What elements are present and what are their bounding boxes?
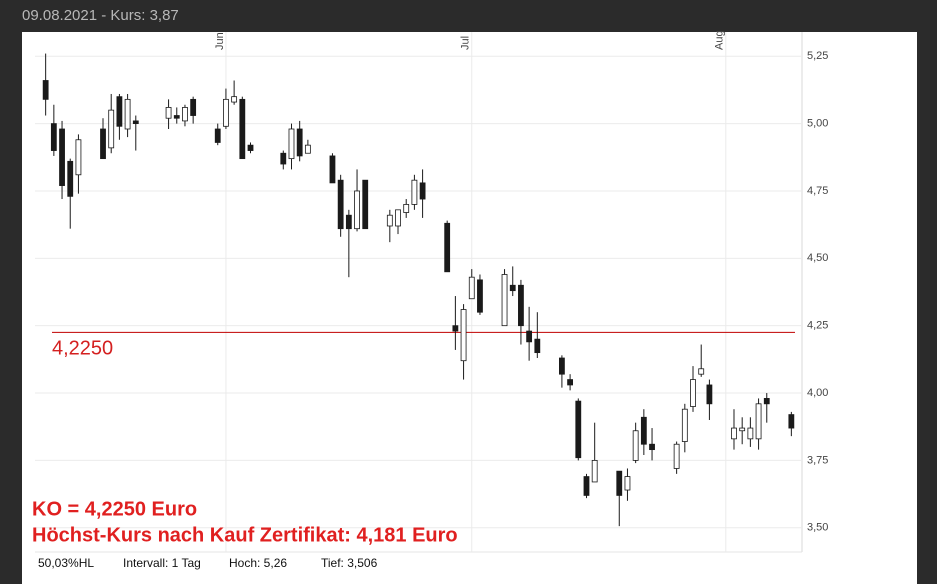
- candle-body: [100, 128, 106, 160]
- candle-body: [247, 144, 254, 151]
- candle-body: [747, 427, 754, 440]
- y-tick-label: 3,50: [807, 522, 828, 534]
- footer-stat: Tief: 3,506: [321, 556, 378, 570]
- candle-body: [755, 403, 762, 440]
- candle-body: [632, 430, 639, 461]
- footer-stat: Hoch: 5,26: [229, 556, 287, 570]
- footer-stat: Intervall: 1 Tag: [123, 556, 201, 570]
- y-tick-label: 4,25: [807, 320, 828, 332]
- candle-body: [731, 427, 737, 440]
- candle-body: [42, 80, 49, 100]
- candle-body: [460, 309, 467, 362]
- y-tick-label: 5,00: [807, 118, 828, 130]
- candle-body: [190, 98, 197, 116]
- x-tick-label: Aug: [714, 30, 726, 50]
- candle-body: [526, 330, 533, 343]
- reference-label: 4,2250: [52, 338, 113, 360]
- candle-body: [444, 222, 451, 273]
- candle-body: [345, 214, 352, 230]
- x-tick-label: Jul: [460, 36, 472, 50]
- candle-body: [108, 109, 115, 149]
- footer-stat: 50,03%HL: [38, 556, 94, 570]
- y-tick-label: 5,25: [807, 50, 828, 62]
- candle-body: [681, 408, 688, 442]
- candle-body: [354, 190, 360, 230]
- candle-body: [640, 416, 647, 445]
- candle-body: [132, 120, 139, 125]
- candle-body: [304, 144, 311, 154]
- candle-body: [124, 98, 131, 130]
- y-tick-label: 4,00: [807, 387, 828, 399]
- candle-body: [182, 107, 188, 122]
- candle-body: [468, 276, 475, 300]
- candle-body: [673, 443, 680, 469]
- candle-body: [329, 155, 336, 184]
- candle-body: [739, 427, 746, 432]
- candle-body: [288, 128, 295, 160]
- candle-body: [231, 96, 238, 103]
- candle-body: [788, 414, 795, 429]
- candle-body: [173, 115, 180, 119]
- candle-body: [50, 123, 57, 151]
- x-tick-label: Jun: [214, 32, 226, 50]
- candle-body: [59, 128, 65, 186]
- annotation: Höchst-Kurs nach Kauf Zertifikat: 4,181 …: [32, 524, 458, 546]
- candle-body: [280, 152, 287, 165]
- candle-body: [575, 400, 582, 459]
- candle-body: [698, 368, 705, 375]
- candle-body: [75, 139, 82, 176]
- candle-body: [583, 476, 590, 496]
- candle-body: [616, 470, 623, 496]
- candle-body: [419, 182, 426, 200]
- candle-body: [624, 476, 631, 491]
- candle-body: [477, 279, 483, 313]
- candle-body: [362, 179, 369, 230]
- header: 09.08.2021 - Kurs: 3,87: [22, 7, 179, 24]
- candle-body: [386, 214, 393, 227]
- candle-body: [116, 96, 123, 127]
- candle-body: [296, 128, 303, 157]
- candle-body: [452, 325, 459, 332]
- candle-body: [591, 459, 598, 483]
- y-tick-label: 3,75: [807, 454, 828, 466]
- candle-body: [763, 398, 770, 405]
- annotation: KO = 4,2250 Euro: [32, 498, 197, 520]
- candle-body: [239, 98, 246, 160]
- candle-body: [165, 107, 172, 119]
- candle-body: [649, 443, 655, 451]
- candle-body: [534, 338, 541, 354]
- candle-body: [411, 179, 418, 205]
- candle-body: [509, 284, 516, 292]
- candle-body: [337, 179, 344, 230]
- y-tick-label: 4,50: [807, 252, 828, 264]
- candle-body: [690, 379, 696, 407]
- candle-body: [214, 128, 221, 143]
- candle-body: [706, 384, 713, 405]
- candle-body: [223, 98, 229, 127]
- candle-body: [559, 357, 565, 375]
- candle-body: [501, 274, 508, 327]
- candle-body: [395, 209, 401, 227]
- candle-body: [403, 204, 410, 213]
- candle-body: [67, 160, 74, 197]
- candle-body: [567, 379, 573, 386]
- candle-body: [518, 284, 524, 327]
- y-tick-label: 4,75: [807, 185, 828, 197]
